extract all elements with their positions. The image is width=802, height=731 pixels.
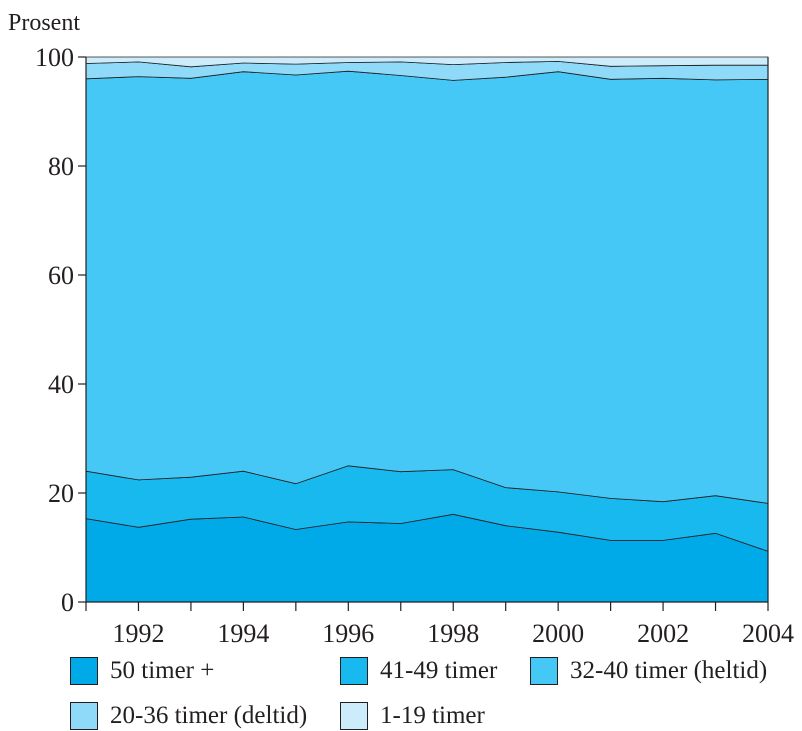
axes-group (85, 57, 769, 603)
x-tick-label: 1992 (112, 619, 164, 648)
y-tick-label: 100 (35, 43, 74, 72)
x-tick-label: 1998 (427, 619, 479, 648)
legend-swatch (340, 702, 368, 730)
legend-label: 50 timer + (110, 657, 215, 684)
legend-swatch (340, 657, 368, 685)
y-tick-label: 60 (48, 261, 74, 290)
legend-label: 41-49 timer (380, 657, 498, 684)
area-series-3 (85, 70, 769, 504)
legend-label: 32-40 timer (heltid) (570, 657, 768, 684)
legend-swatch (70, 657, 98, 685)
x-ticks-group: 1992 1994 1996 1998 2000 2002 2004 (85, 602, 794, 648)
y-ticks-group: 0 20 40 60 80 100 (35, 43, 86, 617)
x-tick-label: 2004 (742, 619, 794, 648)
x-tick-label: 2000 (532, 619, 584, 648)
x-tick-label: 2002 (637, 619, 689, 648)
area-series-group (85, 56, 769, 603)
legend-label: 20-36 timer (deltid) (110, 702, 308, 729)
legend-label: 1-19 timer (380, 702, 485, 729)
legend-item-4: 20-36 timer (deltid) (70, 702, 307, 730)
y-axis-title: Prosent (8, 10, 80, 36)
legend-swatch (530, 657, 558, 685)
x-tick-label: 1996 (322, 619, 374, 648)
legend-item-3: 32-40 timer (heltid) (530, 657, 767, 685)
x-tick-label: 1994 (217, 619, 269, 648)
legend-item-2: 41-49 timer (340, 657, 497, 685)
legend-swatch (70, 702, 98, 730)
y-tick-label: 40 (48, 370, 74, 399)
legend-item-1: 50 timer + (70, 657, 214, 685)
y-tick-label: 0 (61, 588, 74, 617)
y-tick-label: 20 (48, 479, 74, 508)
legend-item-5: 1-19 timer (340, 702, 485, 730)
y-tick-label: 80 (48, 152, 74, 181)
chart: Prosent 0 20 40 60 80 100 1992 1994 1996 1998 200… (8, 10, 794, 648)
